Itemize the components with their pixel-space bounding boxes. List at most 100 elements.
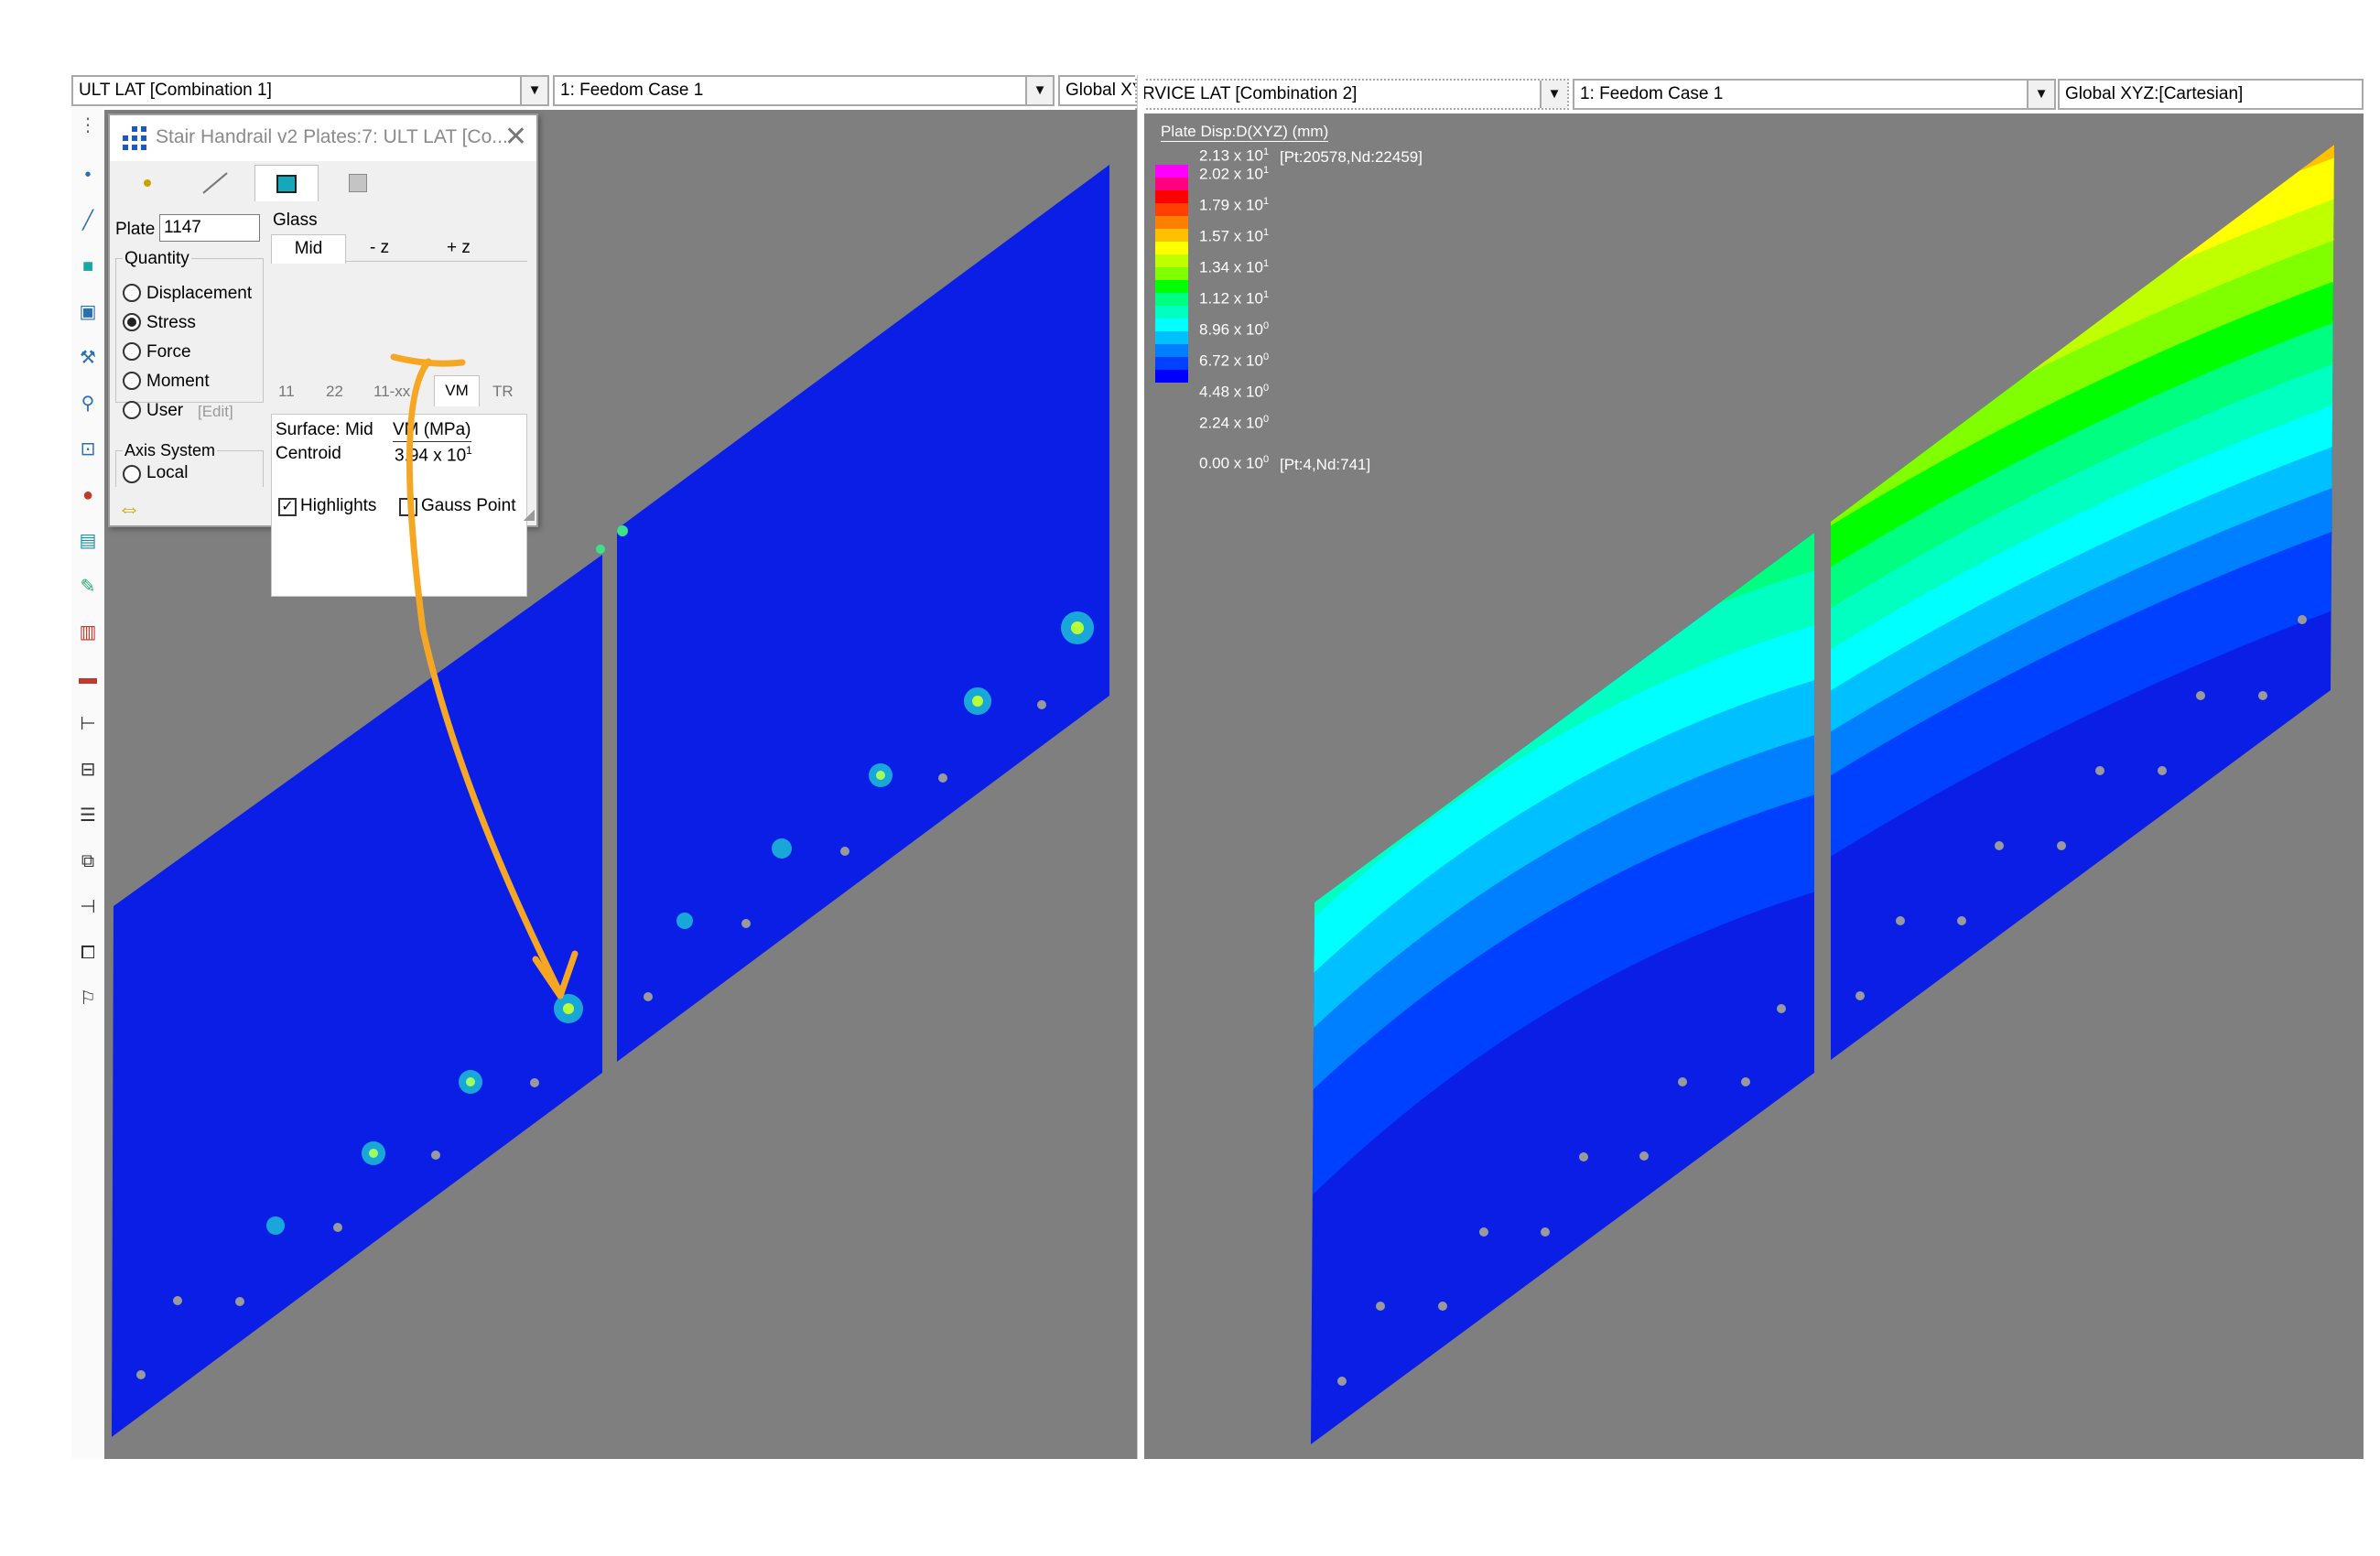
restraint-icon[interactable]: ⊡: [80, 439, 96, 459]
legend-swatch: [1155, 242, 1188, 254]
edit-user-link[interactable]: [Edit]: [198, 403, 233, 420]
legend-swatch: [1155, 178, 1188, 190]
legend-value: 1.79 x 101: [1199, 196, 1270, 214]
radio-stress[interactable]: [123, 313, 141, 331]
quantity-label: Quantity: [123, 249, 191, 269]
glass-plate-right: [617, 165, 1109, 1062]
frame-icon[interactable]: ⊟: [80, 760, 96, 780]
tab-component-vm[interactable]: VM: [434, 375, 480, 406]
legend-value: 8.96 x 100: [1199, 320, 1270, 339]
brick-icon: [349, 174, 367, 192]
link-tool-icon[interactable]: ⚲: [81, 394, 95, 414]
chevron-down-icon[interactable]: ▼: [1025, 77, 1053, 104]
legend-swatch: [1155, 190, 1188, 203]
tab-component-11-xx[interactable]: 11-xx: [373, 383, 411, 400]
left-load-selector-value: ULT LAT [Combination 1]: [79, 81, 272, 100]
chevron-down-icon[interactable]: ▼: [1540, 81, 1567, 108]
annotation-arrow: [406, 358, 564, 997]
right-axes-selector[interactable]: Global XYZ:[Cartesian]: [2058, 79, 2364, 110]
right-case-selector[interactable]: 1: Feedom Case 1 ▼: [1573, 79, 2056, 110]
fixing-points: [136, 700, 1046, 1379]
result-surface-label: Surface: Mid: [276, 420, 373, 439]
legend-swatch: [1155, 165, 1188, 178]
left-load-selector[interactable]: ULT LAT [Combination 1] ▼: [71, 75, 549, 106]
copy-icon[interactable]: ⧠: [81, 943, 95, 963]
quantity-moment-label: Moment: [146, 372, 210, 391]
quantity-stress-label: Stress: [146, 313, 196, 332]
legend-swatch: [1155, 216, 1188, 229]
surface-minus-z-button[interactable]: - z: [370, 238, 390, 257]
glass-plate-left: [112, 555, 602, 1437]
legend-value: 2.24 x 100: [1199, 414, 1270, 432]
tab-brick[interactable]: [326, 165, 390, 201]
cylinder-icon[interactable]: ▤: [79, 531, 97, 551]
dialog-titlebar[interactable]: Stair Handrail v2 Plates:7: ULT LAT [Co.…: [110, 115, 536, 161]
legend-title: Plate Disp:D(XYZ) (mm): [1161, 123, 1329, 142]
highlights-label: Highlights: [300, 496, 377, 515]
close-icon[interactable]: ✕: [503, 122, 527, 152]
legend-swatch: [1155, 306, 1188, 319]
radio-moment[interactable]: [123, 372, 141, 390]
left-case-selector[interactable]: 1: Feedom Case 1 ▼: [553, 75, 1055, 106]
legend-swatch: [1155, 229, 1188, 242]
plate-label: Plate: [115, 220, 156, 239]
quantity-force-label: Force: [146, 342, 191, 362]
surface-mid-label: Mid: [294, 239, 323, 258]
brick-tool-icon[interactable]: ▣: [79, 302, 97, 322]
legend-swatch: [1155, 357, 1188, 370]
right-viewport[interactable]: [1144, 113, 2364, 1459]
radio-force[interactable]: [123, 342, 141, 361]
axis-local-label: Local: [146, 463, 189, 482]
resize-grip-icon[interactable]: ◢: [523, 507, 535, 523]
plate-tool-icon[interactable]: ■: [81, 256, 94, 276]
radio-displacement[interactable]: [123, 284, 141, 302]
pressure-icon[interactable]: ▥: [79, 622, 97, 643]
radio-axis-local[interactable]: [123, 465, 141, 483]
chevron-down-icon[interactable]: ▼: [2027, 81, 2054, 108]
left-toolbar: ⋮ • ╱ ■ ▣ ⚒ ⚲ ⊡ ● ▤ ✎ ▥ ▬ ⊢ ⊟ ☰ ⧉ ⊣ ⧠ ⚐: [71, 106, 104, 1459]
hand-tool-icon[interactable]: ☰: [80, 805, 96, 826]
legend-swatch: [1155, 293, 1188, 306]
tab-plate[interactable]: [254, 165, 319, 201]
branch-icon[interactable]: ⊢: [80, 714, 96, 734]
chevron-down-icon[interactable]: ▼: [520, 77, 547, 104]
dialog-title: Stair Handrail v2 Plates:7: ULT LAT [Co.…: [156, 126, 508, 147]
point-load-icon[interactable]: ●: [81, 485, 94, 505]
tab-component-11[interactable]: 11: [278, 383, 295, 400]
legend-swatch: [1155, 319, 1188, 331]
plate-results-dialog[interactable]: Stair Handrail v2 Plates:7: ULT LAT [Co.…: [108, 113, 538, 597]
tab-component-22[interactable]: 22: [326, 383, 343, 400]
surface-button-group: [271, 234, 527, 262]
left-axes-selector-value: Global XYZ: [1066, 81, 1135, 100]
flag-icon[interactable]: ⚐: [80, 989, 96, 1009]
wrench-icon[interactable]: ⚒: [80, 348, 96, 368]
result-row-label: Centroid: [276, 444, 341, 463]
legend-swatch: [1155, 370, 1188, 383]
legend-swatch: [1155, 267, 1188, 280]
legend-value: 2.02 x 101: [1199, 165, 1270, 183]
bracket-icon[interactable]: ⊣: [80, 897, 96, 917]
quantity-displacement-label: Displacement: [146, 284, 253, 303]
radio-user[interactable]: [123, 401, 141, 419]
distributed-load-icon[interactable]: ▬: [79, 668, 97, 688]
fixing-points-right: [1337, 615, 2307, 1386]
swap-arrows-icon[interactable]: ⇔: [117, 494, 141, 522]
tab-node[interactable]: [115, 165, 179, 201]
plate-number-field[interactable]: 1147: [159, 214, 260, 242]
legend-max-note: [Pt:20578,Nd:22459]: [1280, 148, 1423, 166]
surface-plus-z-button[interactable]: + z: [447, 238, 471, 257]
right-load-selector[interactable]: RVICE LAT [Combination 2] ▼: [1135, 79, 1569, 110]
surface-mid-button[interactable]: Mid: [271, 234, 346, 264]
highlights-checkbox[interactable]: ✓: [278, 498, 297, 516]
node-tool-icon[interactable]: •: [84, 165, 92, 185]
right-case-selector-value: 1: Feedom Case 1: [1580, 84, 1724, 103]
right-load-selector-value: RVICE LAT [Combination 2]: [1142, 84, 1358, 103]
pane-divider[interactable]: [1137, 75, 1144, 1459]
tab-component-tr[interactable]: TR: [492, 383, 514, 400]
beam-tool-icon[interactable]: ╱: [81, 211, 94, 231]
pencil-icon[interactable]: ✎: [80, 577, 96, 597]
left-axes-selector[interactable]: Global XYZ: [1058, 75, 1135, 106]
left-case-selector-value: 1: Feedom Case 1: [560, 81, 704, 100]
plate-grid-icon: [123, 126, 146, 150]
box-outline-icon[interactable]: ⧉: [81, 851, 95, 871]
